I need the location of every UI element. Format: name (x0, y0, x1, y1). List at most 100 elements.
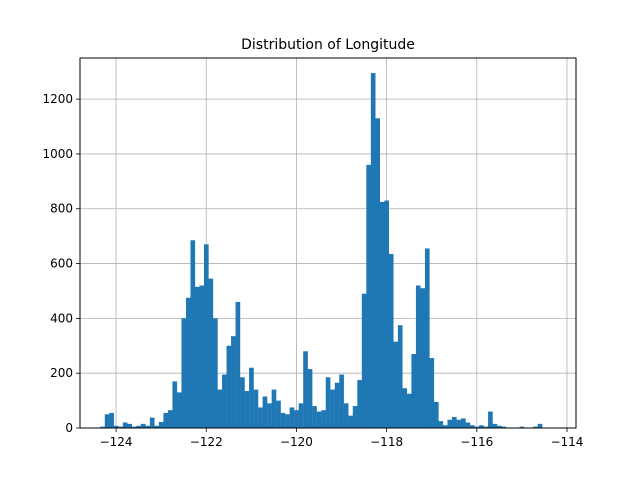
histogram-bar (149, 417, 155, 428)
histogram-bar (361, 293, 367, 428)
histogram-bar (312, 406, 317, 428)
histogram-bar (397, 325, 403, 428)
histogram-bar (533, 426, 538, 428)
histogram-bar (231, 336, 236, 428)
histogram-bar (172, 381, 178, 428)
histogram-bar (330, 389, 335, 428)
histogram-bar (375, 118, 381, 428)
histogram-bar (537, 423, 543, 428)
histogram-bar (217, 389, 223, 428)
y-tick-label: 1200 (42, 92, 73, 106)
histogram-bar (104, 414, 110, 428)
histogram-bar (258, 407, 263, 428)
y-axis-ticks: 0 200 400 600 800 1000 1200 (42, 92, 80, 435)
x-tick-label: −120 (280, 435, 313, 449)
histogram-bar (303, 351, 308, 428)
histogram-bar (438, 421, 444, 428)
histogram-bar (393, 341, 399, 428)
histogram-bar (339, 374, 344, 428)
histogram-bar (366, 164, 371, 428)
histogram-bar (415, 285, 421, 428)
histogram-bar (122, 422, 128, 428)
histogram-bar (167, 410, 173, 428)
histogram-bar (370, 73, 376, 429)
histogram-bar (204, 244, 209, 428)
histogram-bar (321, 410, 326, 428)
histogram-bar (181, 318, 187, 428)
histogram-bar (136, 425, 142, 428)
histogram-bar (294, 410, 299, 428)
histogram-bar (334, 382, 340, 428)
histogram-bar (190, 240, 196, 428)
histogram-bar (479, 425, 484, 428)
histogram-bar (497, 425, 502, 428)
histogram-bar (262, 396, 268, 428)
histogram-bar (222, 374, 227, 428)
histogram-bar (145, 425, 151, 428)
histogram-bar (452, 417, 457, 428)
histogram-bar (285, 414, 290, 428)
histogram-bar (357, 380, 362, 428)
histogram-bar (307, 369, 313, 428)
x-tick-label: −118 (370, 435, 403, 449)
histogram-bar (429, 358, 435, 428)
histogram-bar (280, 412, 286, 428)
histogram-bar (519, 426, 525, 428)
histogram-bar (131, 426, 137, 428)
histogram-bar (461, 418, 466, 428)
histogram-bar (483, 426, 489, 428)
histogram-bar (113, 425, 119, 428)
histogram-bar (343, 403, 349, 428)
histogram-bar (325, 377, 331, 428)
histogram-bar (316, 411, 322, 428)
histogram-bar (271, 389, 277, 428)
histogram-bar (470, 425, 475, 428)
histogram-bar (465, 422, 471, 428)
histogram-bar (501, 426, 507, 428)
histogram-bar (154, 425, 160, 428)
x-axis-ticks: −124 −122 −120 −118 −116 −114 (100, 428, 583, 449)
histogram-bar (276, 400, 281, 428)
histogram-bar (474, 426, 480, 428)
y-tick-label: 0 (65, 421, 73, 435)
bars-layer (100, 73, 543, 429)
histogram-bar (379, 201, 385, 428)
histogram-bar (249, 367, 254, 428)
histogram-bar (348, 415, 353, 428)
histogram-bar (109, 412, 114, 428)
histogram-bar (388, 253, 394, 428)
histogram-bar (199, 285, 205, 428)
histogram-bar (488, 411, 493, 428)
histogram-bar (433, 401, 439, 428)
histogram-bar (442, 425, 448, 428)
histogram-bar (240, 377, 245, 428)
histogram-bar (424, 248, 430, 428)
y-tick-label: 1000 (42, 147, 73, 161)
histogram-bar (492, 423, 498, 428)
histogram-bar (298, 403, 304, 428)
histogram-bar (185, 297, 191, 428)
histogram-bar (402, 388, 408, 428)
histogram-bar (127, 423, 133, 428)
histogram-bar (411, 354, 417, 428)
histogram-bar (213, 318, 218, 428)
histogram-bar (352, 406, 358, 428)
histogram-bar (140, 423, 146, 428)
histogram-bar (244, 391, 250, 428)
plot-frame (79, 57, 577, 429)
y-tick-label: 400 (50, 311, 73, 325)
histogram-bar (194, 286, 200, 428)
histogram-bar (456, 419, 462, 428)
histogram-bar (235, 301, 241, 428)
histogram-bar (384, 200, 390, 428)
histogram-bar (163, 412, 169, 428)
histogram-bar (176, 392, 182, 428)
x-tick-label: −116 (460, 435, 493, 449)
y-tick-label: 200 (50, 366, 73, 380)
histogram-bar (267, 403, 272, 428)
x-tick-label: −124 (100, 435, 133, 449)
histogram-bar (447, 419, 453, 428)
histogram-bar (208, 278, 214, 428)
